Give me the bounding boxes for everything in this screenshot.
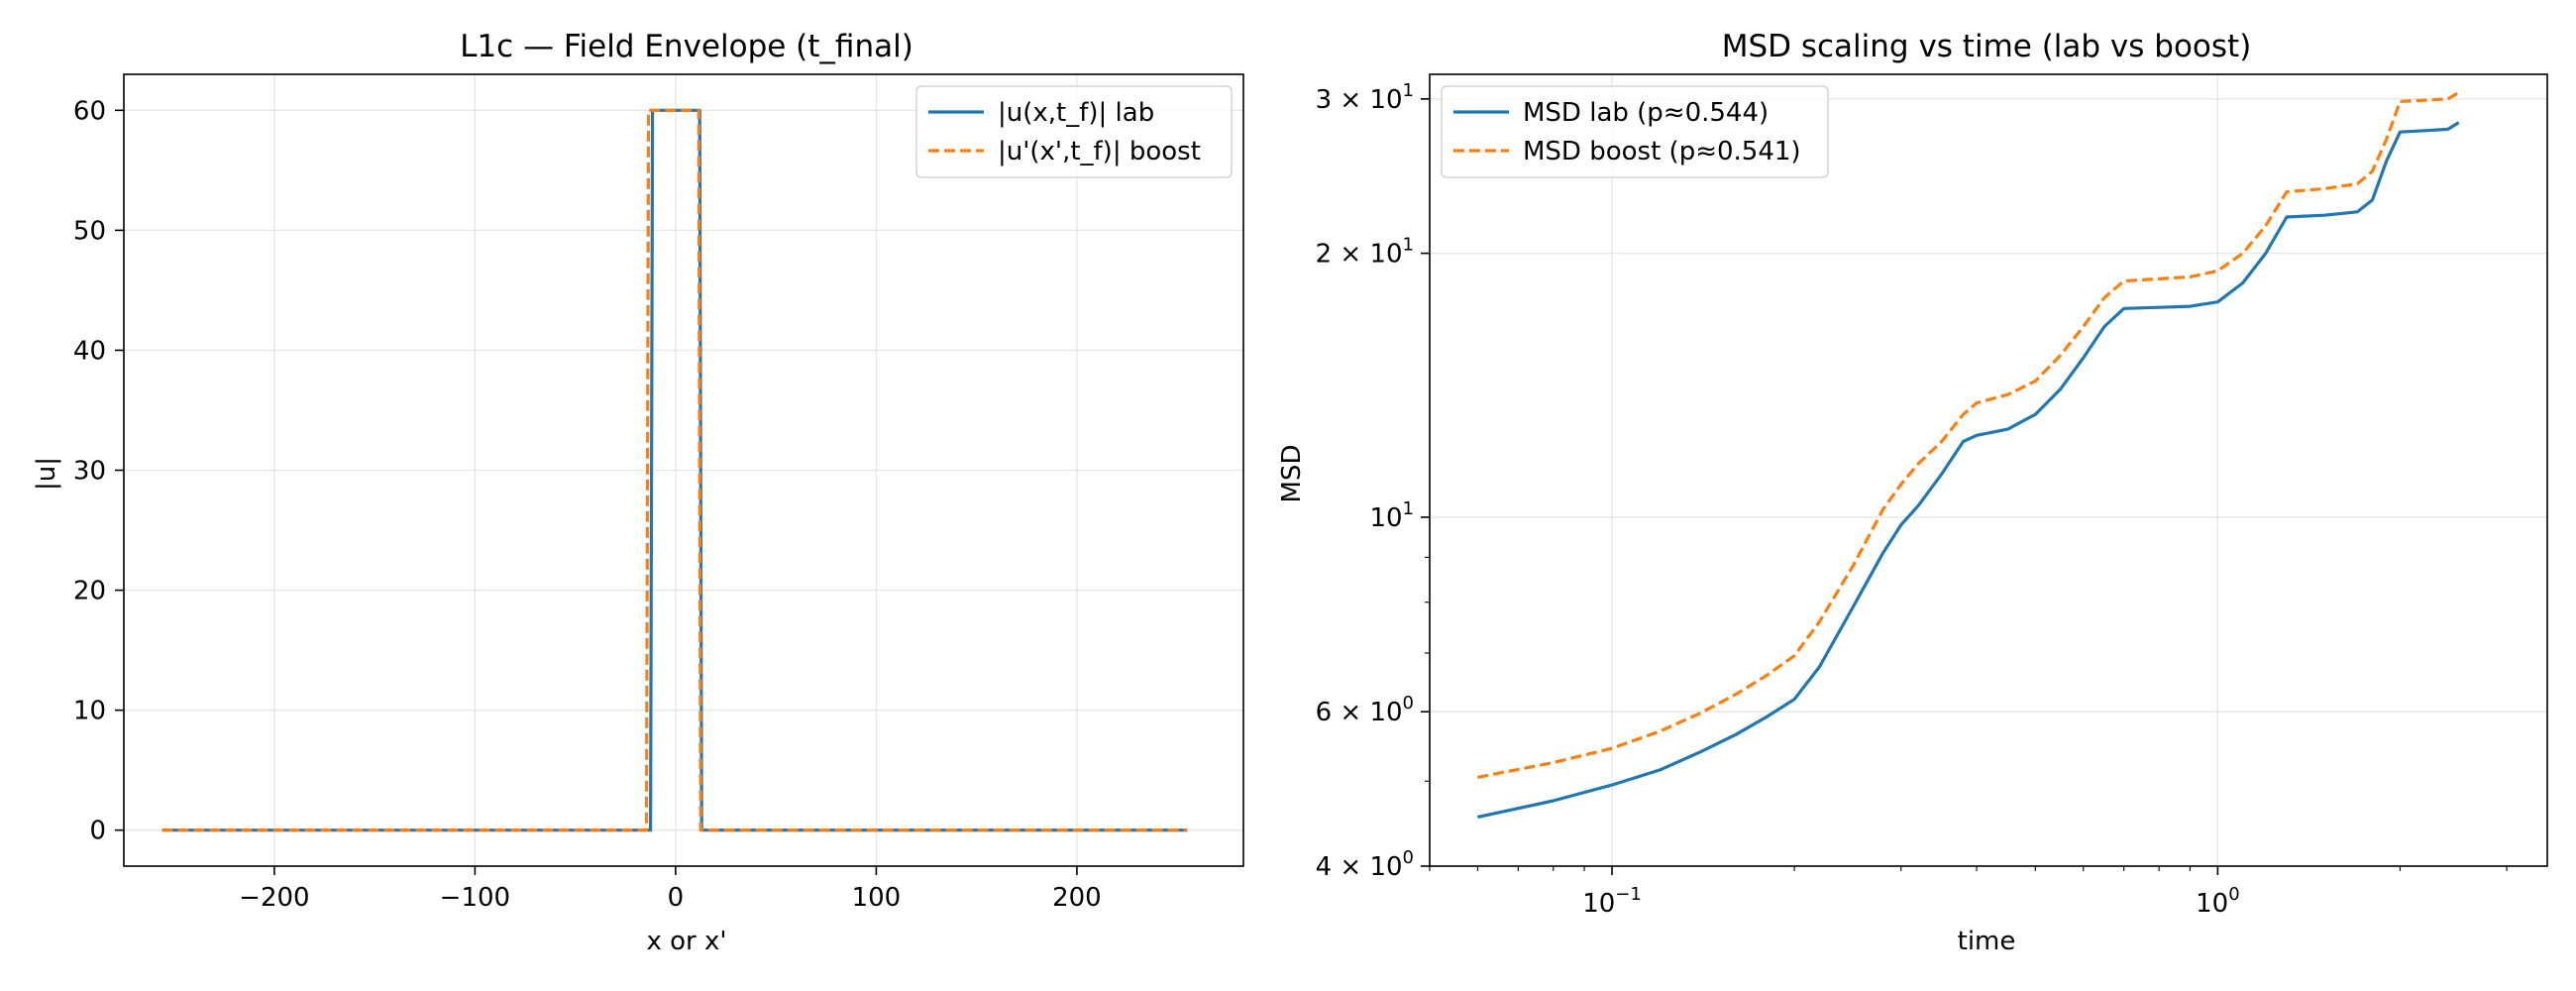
- x-ticks: −200 −100 0 100 200: [239, 866, 1102, 913]
- legend-label-2: |u'(x',t_f)| boost: [998, 137, 1201, 166]
- series-layer: [1477, 91, 2460, 820]
- chart-title: MSD scaling vs time (lab vs boost): [1722, 29, 2252, 64]
- y-axis-label: |u|: [32, 457, 61, 491]
- y-ticks: 0 10 20 30 40 50 60: [73, 96, 124, 846]
- y-axis-label: MSD: [1277, 445, 1307, 503]
- y-tick-label: 30: [73, 457, 106, 487]
- y-tick-label: 4 × 100: [1316, 847, 1414, 882]
- grid: [124, 74, 1243, 866]
- y-tick-label: 0: [89, 817, 106, 846]
- x-axis-label: time: [1958, 927, 2016, 956]
- series-layer: [161, 108, 1188, 832]
- x-tick-label: 200: [1052, 883, 1102, 913]
- legend-label-1: |u(x,t_f)| lab: [998, 98, 1154, 128]
- y-tick-label: 20: [73, 577, 106, 606]
- legend-label-1: MSD lab (p≈0.544): [1523, 98, 1769, 128]
- series-line-2: [1477, 91, 2460, 779]
- msd-scaling-chart: MSD scaling vs time (lab vs boost) time …: [1277, 29, 2548, 956]
- legend-box: [1441, 85, 1829, 178]
- x-axis-label: x or x': [646, 927, 726, 956]
- x-tick-label: −200: [239, 883, 309, 913]
- x-tick-label: 0: [668, 883, 685, 913]
- legend-label-2: MSD boost (p≈0.541): [1523, 137, 1801, 166]
- y-tick-label: 50: [73, 216, 106, 246]
- y-tick-label: 40: [73, 336, 106, 366]
- series-line-1: [1477, 121, 2460, 820]
- y-tick-label: 3 × 101: [1316, 80, 1414, 115]
- y-tick-label: 60: [73, 96, 106, 126]
- series-line-2: [161, 108, 1188, 832]
- y-tick-label: 2 × 101: [1316, 235, 1414, 270]
- legend: MSD lab (p≈0.544) MSD boost (p≈0.541): [1441, 85, 1829, 178]
- plot-frame: [1429, 73, 2548, 867]
- y-tick-label: 10: [73, 697, 106, 726]
- chart-title: L1c — Field Envelope (t_final): [460, 29, 913, 64]
- y-tick-label: 6 × 100: [1316, 693, 1414, 727]
- field-envelope-chart: L1c — Field Envelope (t_final) x or x' |…: [32, 29, 1244, 956]
- legend: |u(x,t_f)| lab |u'(x',t_f)| boost: [915, 85, 1233, 178]
- x-tick-label: 100: [852, 883, 902, 913]
- x-tick-label: −100: [440, 883, 510, 913]
- legend-box: [915, 85, 1233, 178]
